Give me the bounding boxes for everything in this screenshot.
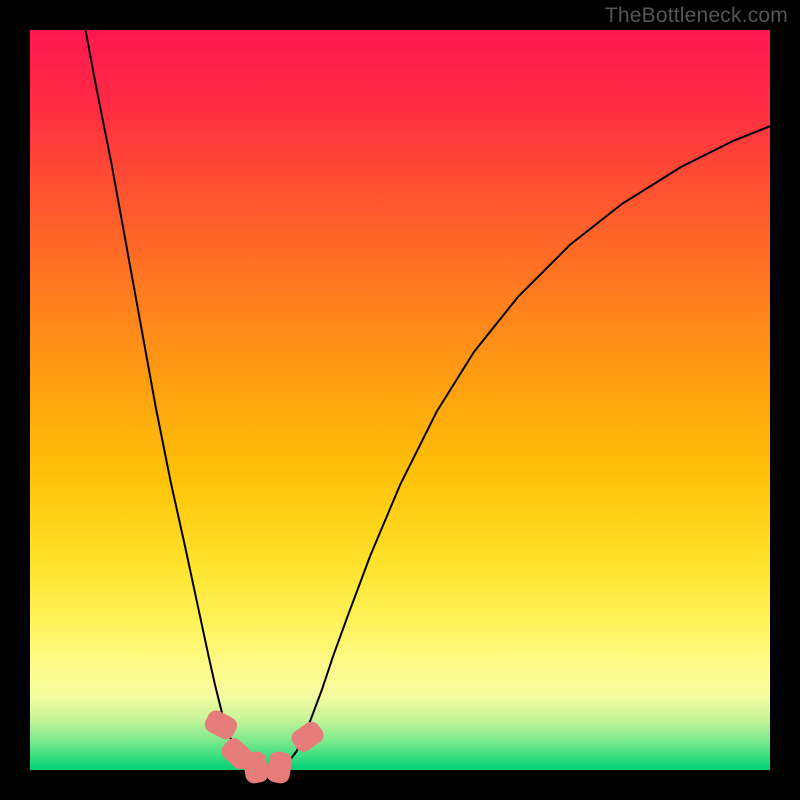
attribution-text: TheBottleneck.com (605, 4, 788, 28)
bottleneck-chart (0, 0, 800, 800)
chart-container: { "attribution": "TheBottleneck.com", "c… (0, 0, 800, 800)
plot-background (30, 30, 770, 770)
